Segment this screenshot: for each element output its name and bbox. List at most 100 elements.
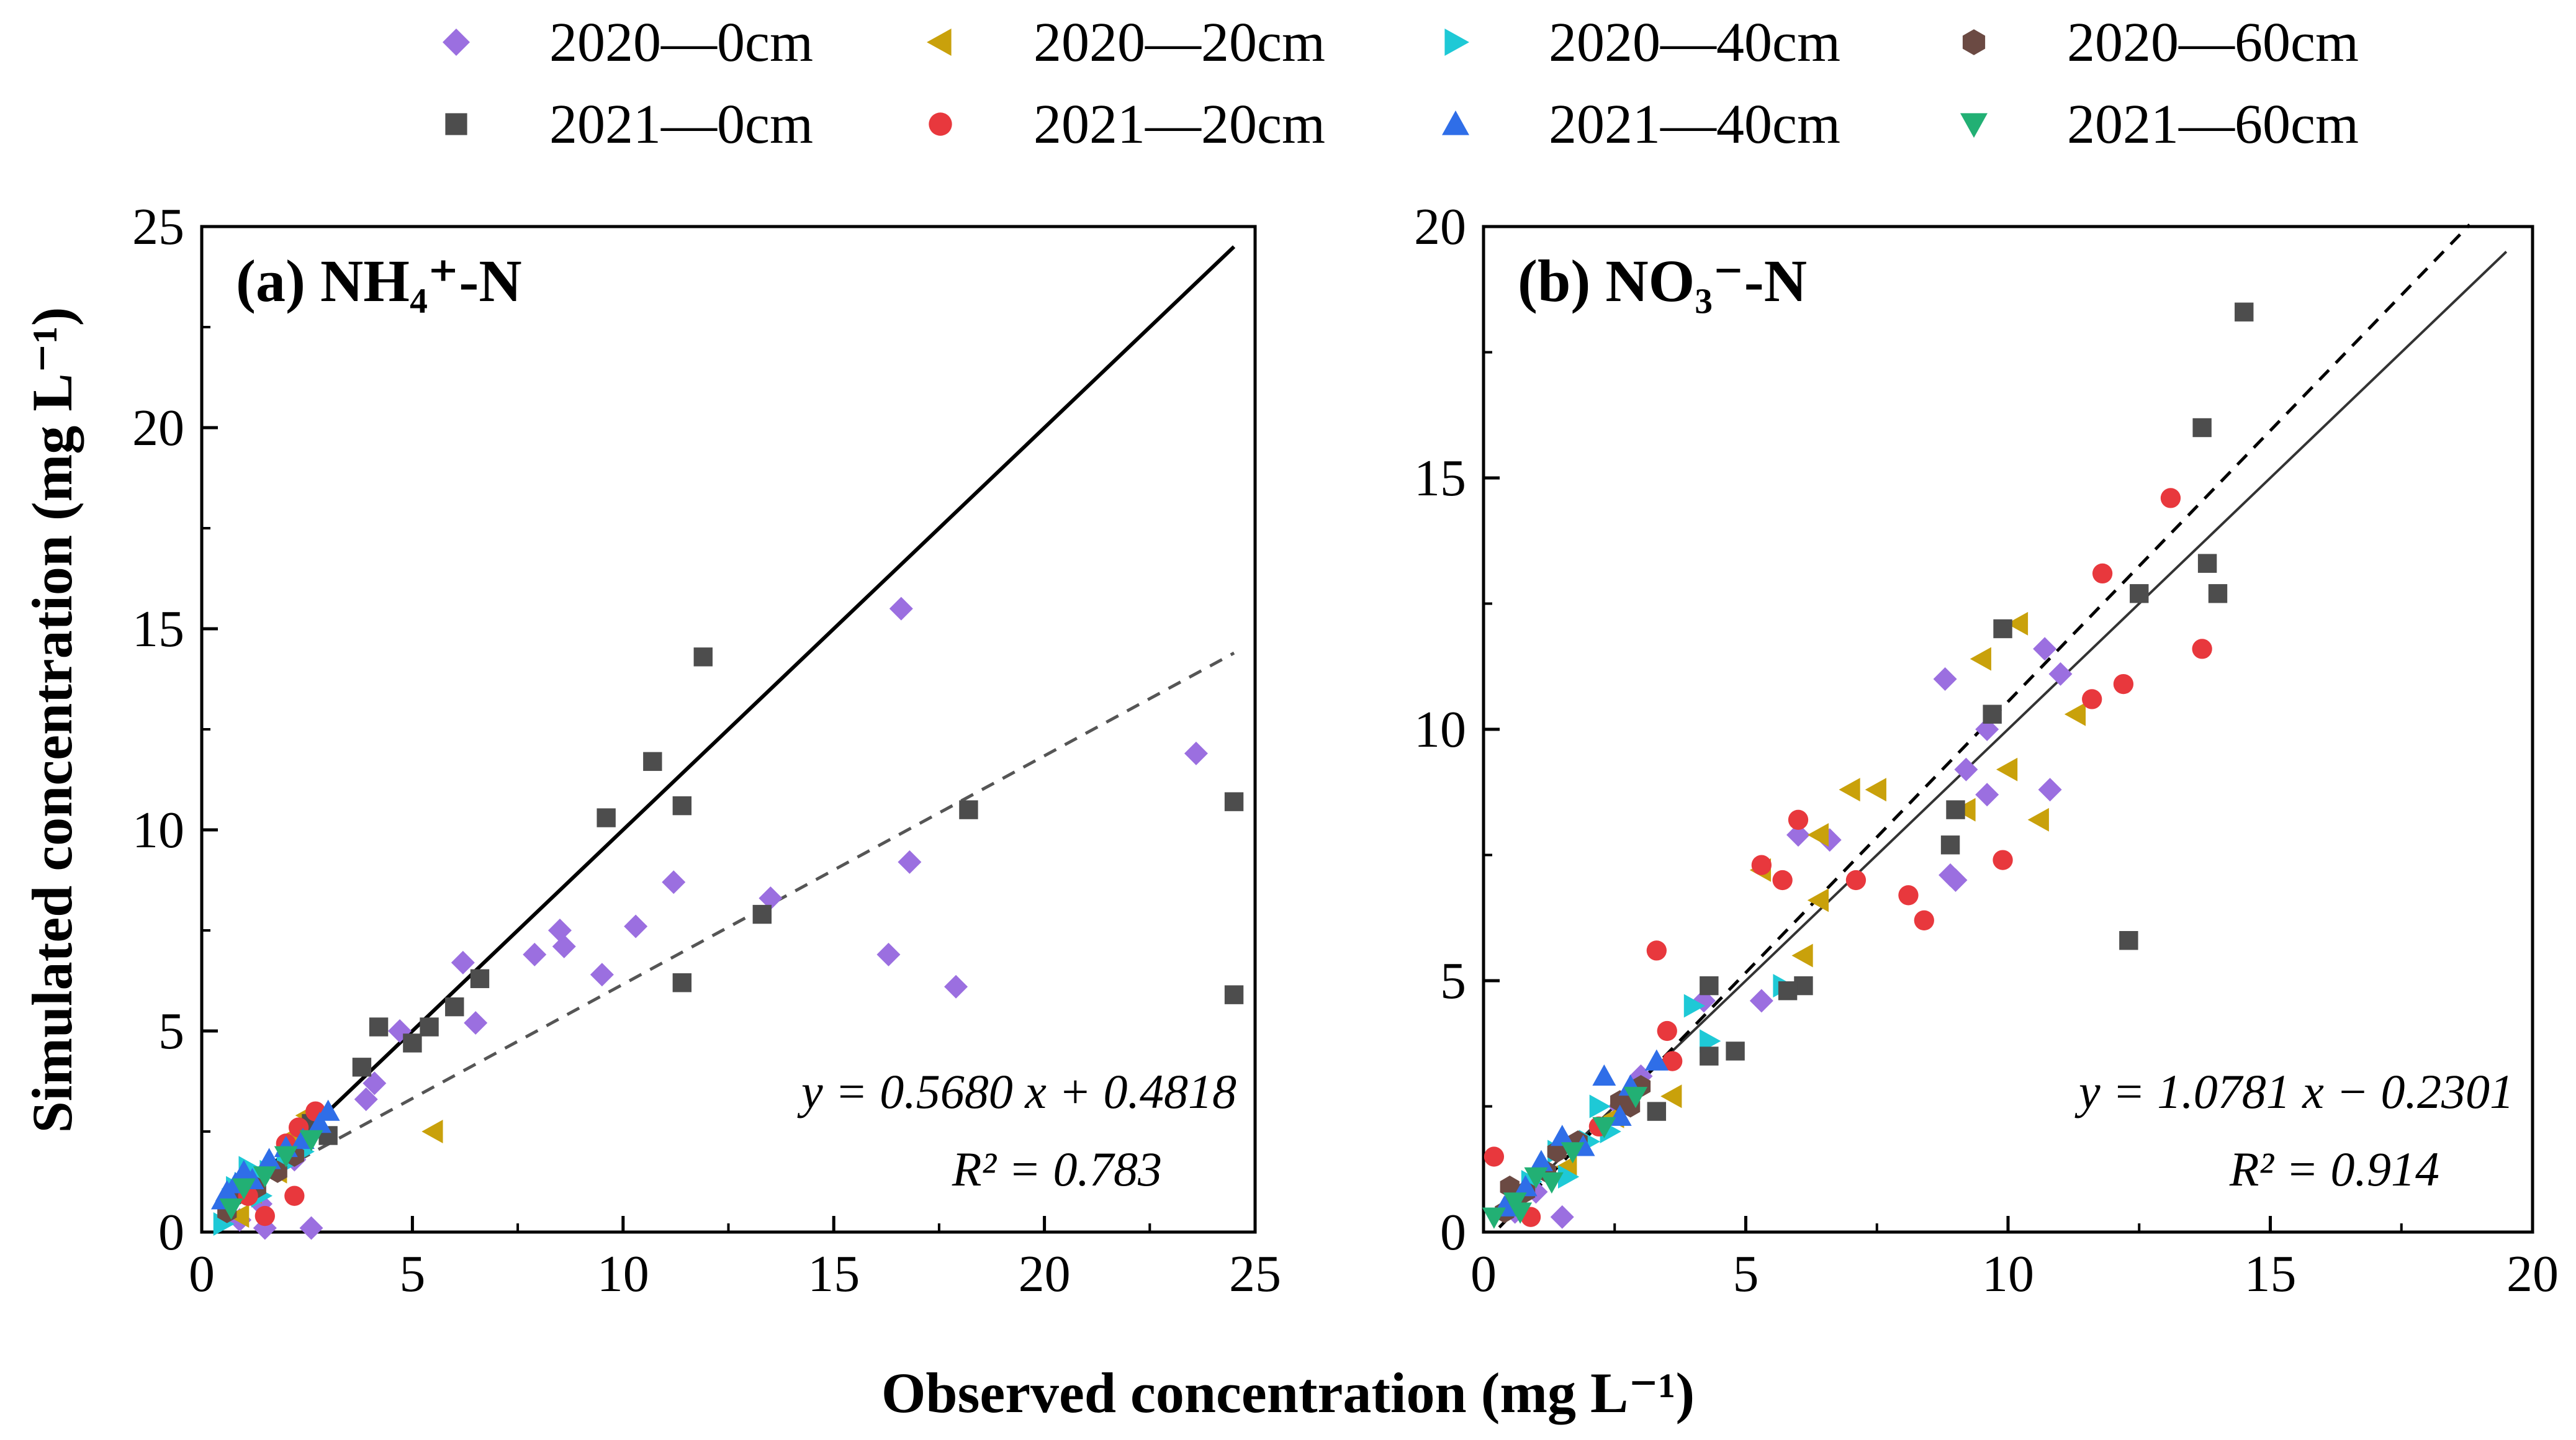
regression-equation: y = 0.5680 x + 0.4818 xyxy=(797,1064,1236,1118)
data-point xyxy=(445,997,464,1017)
data-point xyxy=(1845,870,1867,891)
data-point xyxy=(1933,667,1957,691)
data-point xyxy=(369,1017,389,1037)
data-point xyxy=(759,886,783,911)
data-point xyxy=(470,969,490,988)
data-point xyxy=(299,1216,323,1240)
data-point xyxy=(1983,704,2002,724)
data-point xyxy=(1508,1202,1533,1224)
x-tick-label: 0 xyxy=(1470,1245,1497,1303)
data-point xyxy=(1550,1125,1574,1146)
data-point xyxy=(1786,823,1810,847)
data-point xyxy=(1970,647,1991,671)
data-point xyxy=(1946,800,1965,819)
data-point xyxy=(1484,1146,1505,1167)
data-point xyxy=(2160,488,2181,508)
data-point xyxy=(1975,783,1999,807)
series xyxy=(1521,974,1795,1194)
legend-label: 2020—0cm xyxy=(549,12,813,73)
legend-label: 2020—20cm xyxy=(1034,12,1325,73)
data-point xyxy=(254,1205,275,1226)
data-point xyxy=(232,1159,256,1181)
data-point xyxy=(662,870,686,894)
legend-entry: 2020—0cm xyxy=(443,12,813,73)
data-point xyxy=(547,919,572,942)
legend-label: 2021—20cm xyxy=(1034,94,1325,155)
data-point xyxy=(1683,994,1705,1018)
data-point xyxy=(464,1011,488,1035)
y-tick-label: 5 xyxy=(1440,952,1466,1010)
data-point xyxy=(2119,931,2138,950)
x-tick-label: 5 xyxy=(399,1245,425,1303)
data-point xyxy=(352,1058,372,1077)
legend-entry: 2021—60cm xyxy=(1960,94,2359,155)
data-point xyxy=(215,1180,239,1202)
data-point xyxy=(2027,808,2049,832)
data-point xyxy=(403,1033,422,1053)
data-point xyxy=(316,1099,340,1121)
data-point xyxy=(1644,1049,1669,1071)
y-tick-label: 0 xyxy=(1440,1204,1466,1261)
data-point xyxy=(1662,1051,1683,1071)
data-point xyxy=(1996,757,2018,781)
regression-equation: y = 1.0781 x − 0.2301 xyxy=(2074,1064,2514,1118)
series xyxy=(210,1099,340,1210)
y-tick-label: 15 xyxy=(132,600,184,658)
data-point xyxy=(1224,985,1244,1004)
y-tick-label: 15 xyxy=(1414,449,1466,507)
data-point xyxy=(1772,870,1793,891)
fit-line xyxy=(1498,223,2471,1229)
data-point xyxy=(2092,563,2113,584)
data-point xyxy=(2082,689,2102,709)
legend-label: 2021—60cm xyxy=(2067,94,2359,155)
data-point xyxy=(1788,809,1809,830)
data-point xyxy=(451,950,475,974)
data-point xyxy=(1550,1205,1574,1229)
legend-label: 2020—40cm xyxy=(1549,12,1840,73)
y-tick-label: 20 xyxy=(1414,198,1466,256)
data-point xyxy=(2130,584,2149,603)
series xyxy=(1647,302,2254,1121)
x-tick-label: 20 xyxy=(1019,1245,1071,1303)
data-point xyxy=(1940,835,1960,855)
data-point xyxy=(1726,1042,1745,1061)
data-point xyxy=(1529,1150,1553,1171)
data-point xyxy=(1865,778,1886,802)
data-point xyxy=(597,808,616,827)
data-point xyxy=(590,963,614,987)
data-point xyxy=(2064,702,2086,726)
data-point xyxy=(1224,792,1244,811)
legend-marker-diamond xyxy=(443,29,470,56)
data-point xyxy=(1500,1176,1520,1199)
data-point xyxy=(2192,639,2212,659)
data-point xyxy=(1558,1164,1580,1189)
data-point xyxy=(420,1017,439,1037)
legend-marker-hexagon xyxy=(1962,29,1986,55)
data-point xyxy=(643,752,662,772)
legend-marker-square xyxy=(445,113,467,135)
x-tick-label: 20 xyxy=(2506,1245,2559,1303)
data-point xyxy=(2197,554,2217,573)
data-point xyxy=(253,1166,277,1188)
y-axis-label: Simulated concentration (mg L⁻¹) xyxy=(20,307,84,1133)
data-point xyxy=(363,1071,387,1096)
y-tick-label: 10 xyxy=(1414,701,1466,758)
data-point xyxy=(959,800,978,819)
data-point xyxy=(1592,1064,1616,1086)
data-point xyxy=(2006,611,2029,636)
data-point xyxy=(1993,850,2013,870)
data-point xyxy=(1560,1142,1585,1164)
data-point xyxy=(1791,943,1813,968)
data-point xyxy=(274,1146,298,1168)
data-point xyxy=(1589,1094,1611,1118)
data-point xyxy=(1657,1020,1677,1042)
data-point xyxy=(1547,1140,1567,1163)
data-point xyxy=(1807,888,1829,912)
data-point xyxy=(1914,910,1934,930)
data-point xyxy=(1539,1172,1564,1194)
data-point xyxy=(2038,778,2062,802)
data-point xyxy=(752,904,772,924)
x-tick-label: 5 xyxy=(1733,1245,1759,1303)
data-point xyxy=(2113,673,2134,695)
